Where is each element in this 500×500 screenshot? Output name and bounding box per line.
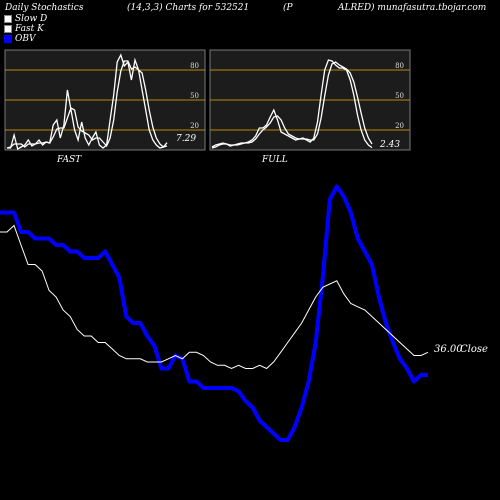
fast-k-line xyxy=(7,53,168,150)
fast-stochastic-panel: 80 50 20 7.29 FAST xyxy=(4,49,206,165)
legend-fast-k: Fast K xyxy=(4,24,44,34)
legend-obv: OBV xyxy=(4,34,36,44)
legend-swatch xyxy=(4,15,12,23)
panel-title: FAST xyxy=(56,155,82,165)
legend-label: Slow D xyxy=(15,14,48,24)
y-tick-label: 20 xyxy=(395,122,404,130)
chart-title: Daily Stochastics xyxy=(5,3,84,13)
legend-label: OBV xyxy=(15,34,36,44)
legend-label: Fast K xyxy=(15,24,44,34)
close-label: Close xyxy=(460,344,488,355)
y-tick-label: 20 xyxy=(190,122,199,130)
legend-slow-d: Slow D xyxy=(4,14,47,24)
y-tick-label: 50 xyxy=(190,92,199,100)
fast-last-value: 7.29 xyxy=(176,134,196,144)
chart-params: (14,3,3) Charts for 532521 xyxy=(127,3,250,13)
slow-d-line xyxy=(6,60,168,149)
y-tick-label: 50 xyxy=(395,92,404,100)
symbol-open: (P xyxy=(283,3,293,13)
price-line xyxy=(0,224,429,370)
symbol-site: ALRED) munafasutra.tbojar.com xyxy=(338,3,487,13)
panel-title: FULL xyxy=(261,155,288,165)
legend-swatch xyxy=(4,35,12,43)
y-tick-label: 80 xyxy=(395,62,404,70)
full-last-value: 2.43 xyxy=(379,140,400,150)
obv-line xyxy=(0,184,428,442)
slow-d-line xyxy=(211,61,373,149)
legend-swatch xyxy=(4,25,12,33)
y-tick-label: 80 xyxy=(190,62,199,70)
full-stochastic-panel: 80 50 20 2.43 FULL xyxy=(209,49,411,165)
fast-k-line xyxy=(211,59,373,149)
close-value: 36.00 xyxy=(434,344,463,355)
